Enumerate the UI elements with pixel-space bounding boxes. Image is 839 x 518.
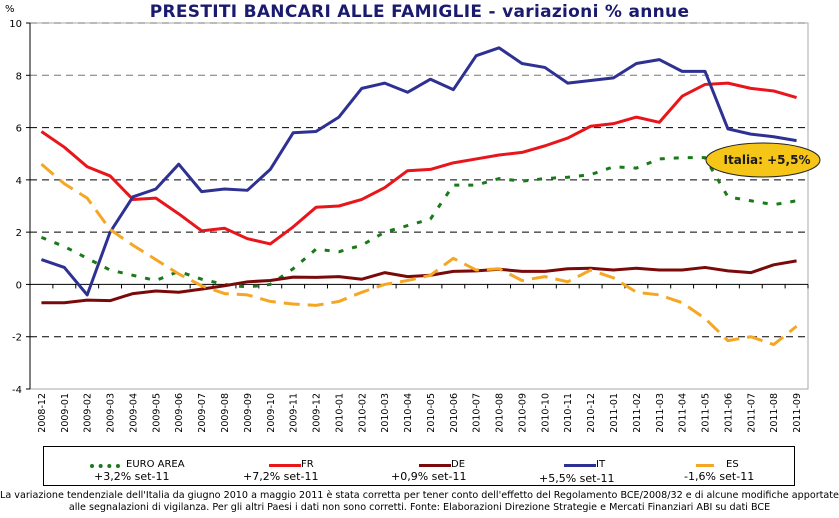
line-chart: -4 -2 0 2 4 6 8 10% 2008-12 2009-01 2009-02 2009-03… — [5, 4, 821, 433]
y-tick-label: -2 — [12, 333, 22, 344]
x-tick-label: 2010-08 — [495, 393, 506, 433]
x-tick-label: 2011-01 — [609, 393, 620, 433]
x-tick-label: 2010-07 — [472, 393, 483, 433]
x-tick-label: 2009-09 — [243, 393, 254, 433]
series-line-fr — [40, 81, 797, 246]
x-tick-label: 2009-04 — [128, 393, 139, 433]
legend-value: -1,6% set-11 — [684, 470, 755, 483]
legend-swatch-it — [564, 464, 596, 467]
legend-label: ES — [726, 459, 739, 470]
x-tick-label: 2011-02 — [632, 393, 643, 433]
x-tick-label: 2009-01 — [60, 393, 71, 433]
annotation-text: Italia: +5,5% — [724, 153, 811, 167]
y-tick-label: 2 — [16, 228, 22, 239]
x-tick-label: 2011-09 — [792, 393, 803, 433]
y-tick-label: 10 — [9, 19, 22, 30]
legend-value: +7,2% set-11 — [243, 470, 319, 483]
x-tick-label: 2009-05 — [151, 393, 162, 433]
x-tick-label: 2009-08 — [220, 393, 231, 433]
footnote-line-1: La variazione tendenziale dell'Italia da… — [0, 490, 839, 501]
x-tick-label: 2011-04 — [678, 393, 689, 433]
x-tick-label: 2010-10 — [540, 393, 551, 433]
y-tick-label: 4 — [16, 176, 22, 187]
legend-swatch-es — [696, 464, 714, 467]
legend-label: IT — [596, 459, 606, 470]
footnote-line-2: alle segnalazioni di vigilanza. Per gli … — [68, 502, 771, 513]
x-tick-label: 2009-10 — [266, 393, 277, 433]
y-axis-label: % — [5, 4, 15, 15]
series-line-es — [40, 163, 798, 347]
x-tick-label: 2010-09 — [517, 393, 528, 433]
x-tick-label: 2011-03 — [655, 393, 666, 433]
legend-label: FR — [301, 459, 314, 470]
y-tick-label: 8 — [16, 71, 22, 82]
footnote: La variazione tendenziale dell'Italia da… — [0, 490, 839, 514]
x-tick-label: 2010-02 — [357, 393, 368, 433]
x-tick-label: 2011-08 — [769, 393, 780, 433]
x-tick-label: 2011-06 — [723, 393, 734, 433]
y-tick-label: 6 — [16, 124, 22, 135]
legend-value: +5,5% set-11 — [539, 472, 615, 485]
x-tick-label: 2010-06 — [449, 393, 460, 433]
x-tick-label: 2010-01 — [334, 393, 345, 433]
x-tick-label: 2010-04 — [403, 393, 414, 433]
x-tick-label: 2010-03 — [380, 393, 391, 433]
x-tick-label: 2011-05 — [701, 393, 712, 433]
plot-area — [29, 22, 809, 390]
legend-value: +0,9% set-11 — [391, 470, 467, 483]
annotation-callout — [705, 142, 821, 178]
legend-label: DE — [451, 459, 466, 470]
x-tick-label: 2011-07 — [746, 393, 757, 433]
series-line-it — [40, 46, 797, 297]
legend-value: +3,2% set-11 — [94, 470, 170, 483]
legend-swatch-de — [419, 464, 451, 467]
series-line-euro-area — [40, 156, 797, 289]
x-tick-label: 2009-12 — [312, 393, 323, 433]
series-line-de — [41, 259, 797, 305]
y-tick-label: 0 — [16, 280, 22, 291]
x-tick-label: 2009-02 — [83, 393, 94, 433]
x-tick-label: 2008-12 — [37, 393, 48, 433]
x-tick-label: 2010-05 — [426, 393, 437, 433]
x-tick-label: 2009-07 — [197, 393, 208, 433]
legend-label: EURO AREA — [126, 459, 185, 470]
y-tick-label: -4 — [12, 385, 22, 396]
chart-title: PRESTITI BANCARI ALLE FAMIGLIE - variazi… — [149, 2, 690, 22]
x-tick-label: 2009-03 — [106, 393, 117, 433]
x-tick-label: 2010-12 — [586, 393, 597, 433]
legend: EURO AREA +3,2% set-11 FR +7,2% set-11 D… — [43, 446, 795, 486]
x-tick-label: 2010-11 — [563, 393, 574, 433]
legend-swatch-fr — [269, 464, 301, 467]
x-tick-label: 2009-11 — [289, 393, 300, 433]
legend-swatch-euro-area — [90, 464, 120, 468]
x-tick-label: 2009-06 — [174, 393, 185, 433]
